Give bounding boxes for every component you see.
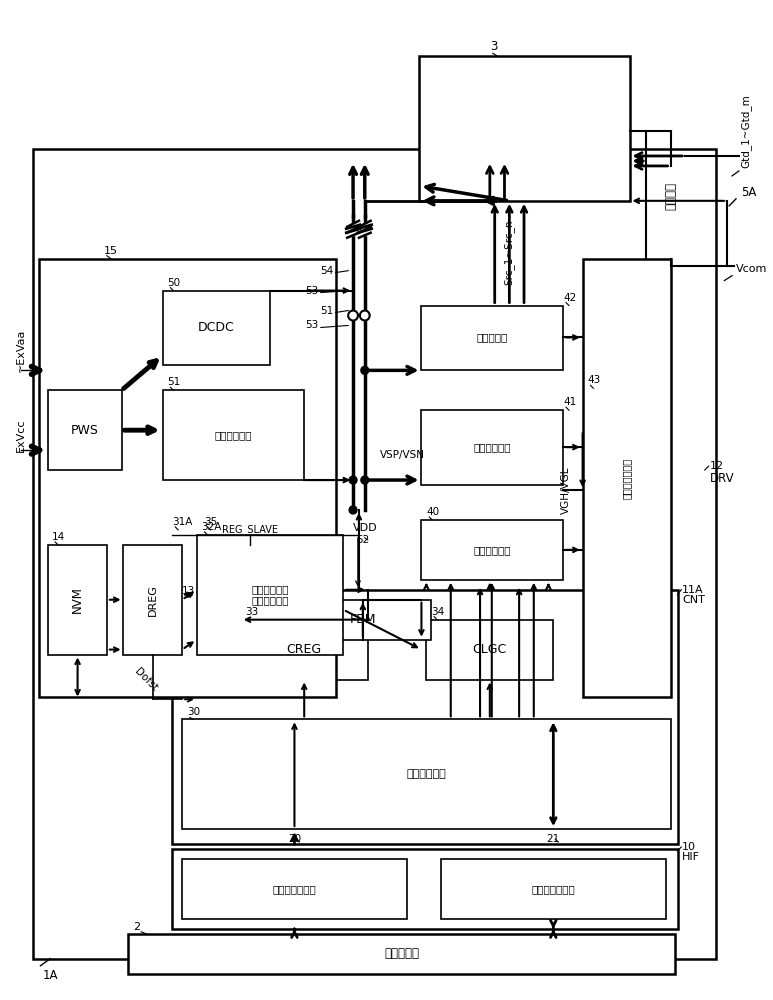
Text: 35: 35: [205, 517, 218, 527]
Bar: [162, 291, 270, 365]
Text: DREG: DREG: [148, 584, 158, 616]
Text: 30: 30: [187, 707, 200, 717]
Text: Vcom: Vcom: [736, 264, 768, 274]
Text: ~ExVaa: ~ExVaa: [16, 329, 26, 372]
Bar: [172, 590, 679, 844]
Text: 13: 13: [182, 586, 196, 596]
Bar: [421, 520, 563, 580]
Text: VDD: VDD: [352, 523, 377, 533]
Text: CNT: CNT: [683, 595, 705, 605]
Text: 21: 21: [547, 834, 560, 844]
Text: 52: 52: [356, 535, 369, 545]
Text: DRV: DRV: [710, 472, 734, 485]
Text: 54: 54: [320, 266, 333, 276]
Text: DCDC: DCDC: [198, 321, 235, 334]
Circle shape: [360, 311, 369, 320]
Bar: [197, 535, 343, 655]
Text: 影像口接口电路: 影像口接口电路: [532, 884, 575, 894]
Text: 31A: 31A: [172, 517, 192, 527]
Text: 51: 51: [320, 306, 333, 316]
Text: 33: 33: [246, 607, 259, 617]
Bar: [441, 859, 666, 919]
Text: 41: 41: [563, 397, 577, 407]
Text: ExVcc: ExVcc: [16, 418, 26, 452]
Bar: [240, 620, 368, 680]
Circle shape: [361, 366, 369, 374]
Text: NVM: NVM: [71, 586, 84, 613]
Text: 源极驱动器: 源极驱动器: [476, 332, 507, 342]
Text: CREG: CREG: [287, 643, 322, 656]
Text: 53: 53: [305, 286, 319, 296]
Text: 2: 2: [133, 922, 141, 932]
Text: Dofst: Dofst: [133, 666, 159, 693]
Bar: [32, 149, 717, 959]
Text: 20: 20: [288, 834, 301, 844]
Bar: [421, 410, 563, 485]
Text: FBM: FBM: [349, 613, 376, 626]
Text: 32A: 32A: [202, 522, 222, 532]
Text: 时序控制电路: 时序控制电路: [473, 545, 510, 555]
Text: 14: 14: [53, 532, 66, 542]
Bar: [48, 545, 107, 655]
Text: CLGC: CLGC: [473, 643, 507, 656]
Circle shape: [361, 476, 369, 484]
Circle shape: [349, 506, 357, 514]
Text: 12: 12: [710, 461, 724, 471]
Text: 43: 43: [587, 375, 601, 385]
Circle shape: [349, 476, 357, 484]
Text: REG_SLAVE: REG_SLAVE: [223, 524, 278, 535]
Text: 电源偏移控制
信号产生电路: 电源偏移控制 信号产生电路: [251, 584, 289, 606]
Text: 显示面板: 显示面板: [664, 182, 677, 210]
Bar: [420, 56, 629, 201]
Text: 命令口接口电路: 命令口接口电路: [273, 884, 316, 894]
Bar: [39, 259, 336, 697]
Text: 5A: 5A: [741, 186, 756, 199]
Text: 栏极控制驱动器: 栏极控制驱动器: [621, 457, 632, 499]
Text: VGH/VGL: VGH/VGL: [561, 466, 571, 514]
Text: PWS: PWS: [70, 424, 98, 437]
Text: Gtd_1~Gtd_m: Gtd_1~Gtd_m: [741, 94, 751, 168]
Text: 伽马校正电路: 伽马校正电路: [473, 442, 510, 452]
Bar: [346, 223, 361, 235]
Circle shape: [348, 311, 358, 320]
Bar: [357, 223, 373, 235]
Bar: [182, 859, 407, 919]
Text: 时序控制电路: 时序控制电路: [407, 769, 446, 779]
Text: VSP/VSN: VSP/VSN: [380, 450, 425, 460]
Text: 34: 34: [431, 607, 444, 617]
Text: 主机处理器: 主机处理器: [384, 947, 420, 960]
Text: 15: 15: [104, 246, 118, 256]
Bar: [182, 719, 670, 829]
Text: 3: 3: [490, 40, 497, 53]
Text: 40: 40: [427, 507, 440, 517]
Bar: [583, 259, 670, 697]
Bar: [162, 390, 305, 480]
Text: 42: 42: [563, 293, 577, 303]
Text: HIF: HIF: [683, 852, 700, 862]
Bar: [48, 390, 121, 470]
Text: 53: 53: [305, 320, 319, 330]
Text: 11A: 11A: [683, 585, 704, 595]
Text: Src_1~Src_n: Src_1~Src_n: [504, 220, 515, 285]
Bar: [172, 849, 679, 929]
Bar: [421, 306, 563, 370]
Bar: [427, 620, 553, 680]
Text: 50: 50: [168, 278, 181, 288]
Text: 51: 51: [168, 377, 181, 387]
Bar: [128, 934, 676, 974]
Text: 放电开关电路: 放电开关电路: [214, 430, 252, 440]
Text: 10: 10: [683, 842, 696, 852]
Bar: [124, 545, 182, 655]
Text: 1A: 1A: [43, 969, 58, 982]
Bar: [295, 600, 431, 640]
